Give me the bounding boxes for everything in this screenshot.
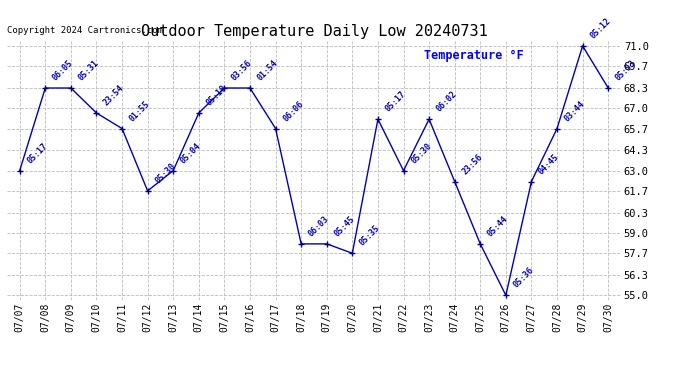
Text: 05:44: 05:44: [486, 214, 510, 238]
Text: 05:30: 05:30: [153, 161, 177, 185]
Text: 01:54: 01:54: [255, 58, 279, 82]
Text: 05:36: 05:36: [511, 266, 535, 290]
Text: 05:53: 05:53: [614, 58, 638, 82]
Text: 05:10: 05:10: [204, 83, 228, 107]
Text: 05:12: 05:12: [588, 16, 612, 40]
Text: Temperature °F: Temperature °F: [424, 49, 524, 62]
Text: 01:55: 01:55: [128, 99, 152, 123]
Text: 03:44: 03:44: [562, 99, 586, 123]
Text: 06:05: 06:05: [51, 58, 75, 82]
Title: Outdoor Temperature Daily Low 20240731: Outdoor Temperature Daily Low 20240731: [141, 24, 487, 39]
Text: 03:56: 03:56: [230, 58, 254, 82]
Text: 05:35: 05:35: [358, 224, 382, 248]
Text: 05:30: 05:30: [409, 141, 433, 165]
Text: 23:54: 23:54: [102, 83, 126, 107]
Text: 05:31: 05:31: [77, 58, 101, 82]
Text: 06:02: 06:02: [435, 90, 459, 114]
Text: 06:03: 06:03: [307, 214, 331, 238]
Text: 05:45: 05:45: [333, 214, 356, 238]
Text: 05:17: 05:17: [384, 90, 408, 114]
Text: Copyright 2024 Cartronics.com: Copyright 2024 Cartronics.com: [7, 26, 163, 35]
Text: 23:56: 23:56: [460, 152, 484, 176]
Text: 05:04: 05:04: [179, 141, 203, 165]
Text: 05:17: 05:17: [26, 141, 49, 165]
Text: 06:06: 06:06: [281, 99, 305, 123]
Text: 04:45: 04:45: [537, 152, 561, 176]
